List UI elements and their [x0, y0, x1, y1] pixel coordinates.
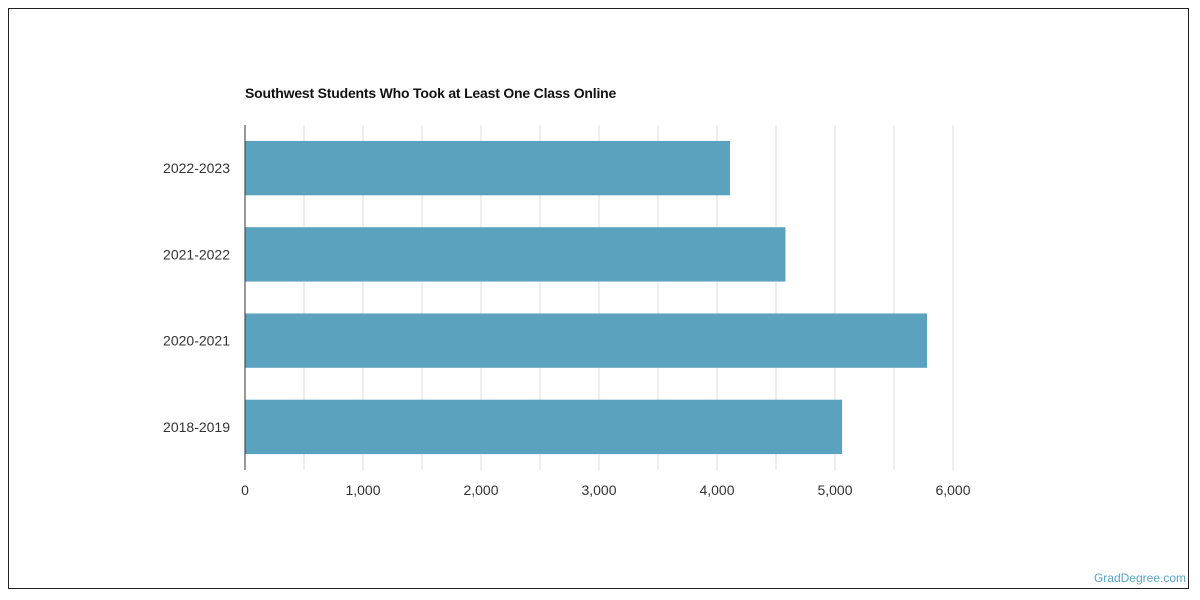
y-tick-label: 2021-2022	[163, 246, 230, 262]
y-tick-label: 2022-2023	[163, 160, 230, 176]
y-tick-label: 2020-2021	[163, 333, 230, 349]
chart-title: Southwest Students Who Took at Least One…	[245, 85, 617, 101]
x-tick-labels: 0 1,000 2,000 3,000 4,000 5,000 6,000	[241, 482, 971, 498]
chart-frame	[8, 8, 1189, 589]
watermark-link[interactable]: GradDegree.com	[1093, 571, 1186, 585]
bar-2021-2022	[245, 227, 786, 282]
x-tick-label: 2,000	[463, 482, 498, 498]
x-tick-label: 0	[241, 482, 249, 498]
y-tick-labels: 2022-2023 2021-2022 2020-2021 2018-2019	[163, 160, 230, 435]
bar-2020-2021	[245, 313, 928, 368]
x-tick-label: 3,000	[581, 482, 616, 498]
bars	[245, 140, 928, 455]
bar-2022-2023	[245, 140, 730, 196]
y-tick-label: 2018-2019	[163, 419, 230, 435]
x-tick-label: 1,000	[345, 482, 380, 498]
x-tick-label: 6,000	[935, 482, 970, 498]
x-tick-label: 4,000	[699, 482, 734, 498]
x-tick-label: 5,000	[817, 482, 852, 498]
bar-2018-2019	[245, 399, 843, 455]
